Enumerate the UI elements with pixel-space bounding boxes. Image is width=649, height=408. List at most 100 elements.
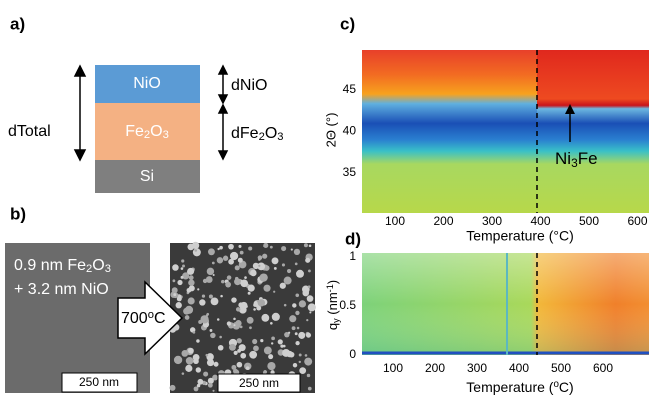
x-tick-label: 600 xyxy=(627,214,647,228)
particle xyxy=(291,326,296,331)
text-part: C xyxy=(154,310,166,327)
text-part: NiO xyxy=(133,75,161,92)
text-part: y xyxy=(331,318,341,323)
y-tick-label: 0.5 xyxy=(339,298,356,312)
particle xyxy=(229,251,239,261)
particle xyxy=(205,353,209,357)
text-part: Fe xyxy=(125,123,144,140)
particle xyxy=(281,263,285,267)
particle xyxy=(184,315,190,320)
particle xyxy=(296,269,304,278)
particle xyxy=(247,284,255,292)
particle xyxy=(298,360,302,364)
particle xyxy=(192,330,196,334)
particle xyxy=(197,378,204,385)
text-part: 2 xyxy=(259,131,265,143)
x-tick-label: 400 xyxy=(530,214,550,228)
particle xyxy=(226,275,232,280)
particle xyxy=(284,331,290,338)
particle xyxy=(208,294,213,299)
x-tick-label: 300 xyxy=(467,361,487,375)
particle xyxy=(289,315,297,323)
particle xyxy=(247,291,251,295)
heatmap-c xyxy=(537,50,649,213)
particle xyxy=(240,279,249,288)
particle xyxy=(201,294,206,298)
particle xyxy=(306,318,309,322)
particle xyxy=(177,279,183,286)
particle xyxy=(173,355,183,365)
particle xyxy=(268,354,274,360)
particle xyxy=(216,257,224,264)
particle xyxy=(192,248,201,257)
particle xyxy=(307,386,312,391)
particle xyxy=(207,382,213,388)
y-axis-label: 2Θ (°) xyxy=(323,113,338,148)
scale-bar xyxy=(217,373,301,393)
particle xyxy=(258,264,261,267)
particle xyxy=(252,338,258,345)
particle xyxy=(181,372,185,375)
particle xyxy=(188,347,194,354)
text-part: -1 xyxy=(325,284,335,292)
particle xyxy=(305,257,311,263)
particle xyxy=(231,253,234,257)
text-part: C) xyxy=(559,379,574,395)
particle xyxy=(194,249,198,252)
sample-label: + 3.2 nm NiO xyxy=(14,281,109,298)
particle xyxy=(267,361,276,371)
text-part: 700 xyxy=(121,310,148,327)
particle xyxy=(210,297,219,306)
particle xyxy=(258,258,261,261)
text-part: q xyxy=(325,323,340,330)
text-part: (nm xyxy=(325,292,340,318)
layer-label: NiO xyxy=(133,75,161,92)
particle xyxy=(212,374,218,381)
particle xyxy=(192,354,200,361)
particle xyxy=(303,243,308,248)
particle xyxy=(203,371,209,377)
text-part: o xyxy=(553,379,559,390)
particle xyxy=(294,332,298,336)
text-part: dFe xyxy=(231,125,259,142)
particle xyxy=(180,275,184,279)
particle xyxy=(302,289,309,297)
thickness-label: dFe2O3 xyxy=(231,125,284,143)
x-tick-label: 100 xyxy=(385,214,405,228)
text-part: O xyxy=(265,125,277,142)
particle xyxy=(263,370,267,375)
particle xyxy=(173,293,177,297)
x-tick-label: 300 xyxy=(482,214,502,228)
particle xyxy=(233,324,236,327)
particle xyxy=(212,389,215,392)
particle xyxy=(181,259,185,263)
x-tick-label: 500 xyxy=(551,361,571,375)
y-tick-label: 40 xyxy=(343,124,357,138)
particle xyxy=(231,297,237,303)
particle xyxy=(169,384,176,391)
y-tick-label: 0 xyxy=(349,347,356,361)
particle xyxy=(188,275,194,281)
text-part: 3 xyxy=(571,156,578,170)
particle xyxy=(298,300,307,308)
particle xyxy=(282,344,286,348)
particle xyxy=(293,248,301,256)
anneal-label: 700oC xyxy=(121,309,166,328)
particle xyxy=(250,269,257,277)
arrows xyxy=(73,64,229,162)
panel-label: c) xyxy=(340,14,355,33)
particle xyxy=(269,245,273,249)
particle xyxy=(286,268,292,274)
particle xyxy=(172,264,179,271)
heatmap-c xyxy=(362,50,537,213)
particle xyxy=(307,303,316,312)
particle xyxy=(205,276,213,283)
fe2o3-layer xyxy=(95,103,200,160)
text-part: 2 xyxy=(86,263,92,275)
particle xyxy=(296,326,300,330)
x-tick-label: 200 xyxy=(433,214,453,228)
text-part: 2 xyxy=(144,129,150,141)
particle xyxy=(231,364,237,370)
particle xyxy=(270,370,275,375)
particle xyxy=(238,344,246,352)
